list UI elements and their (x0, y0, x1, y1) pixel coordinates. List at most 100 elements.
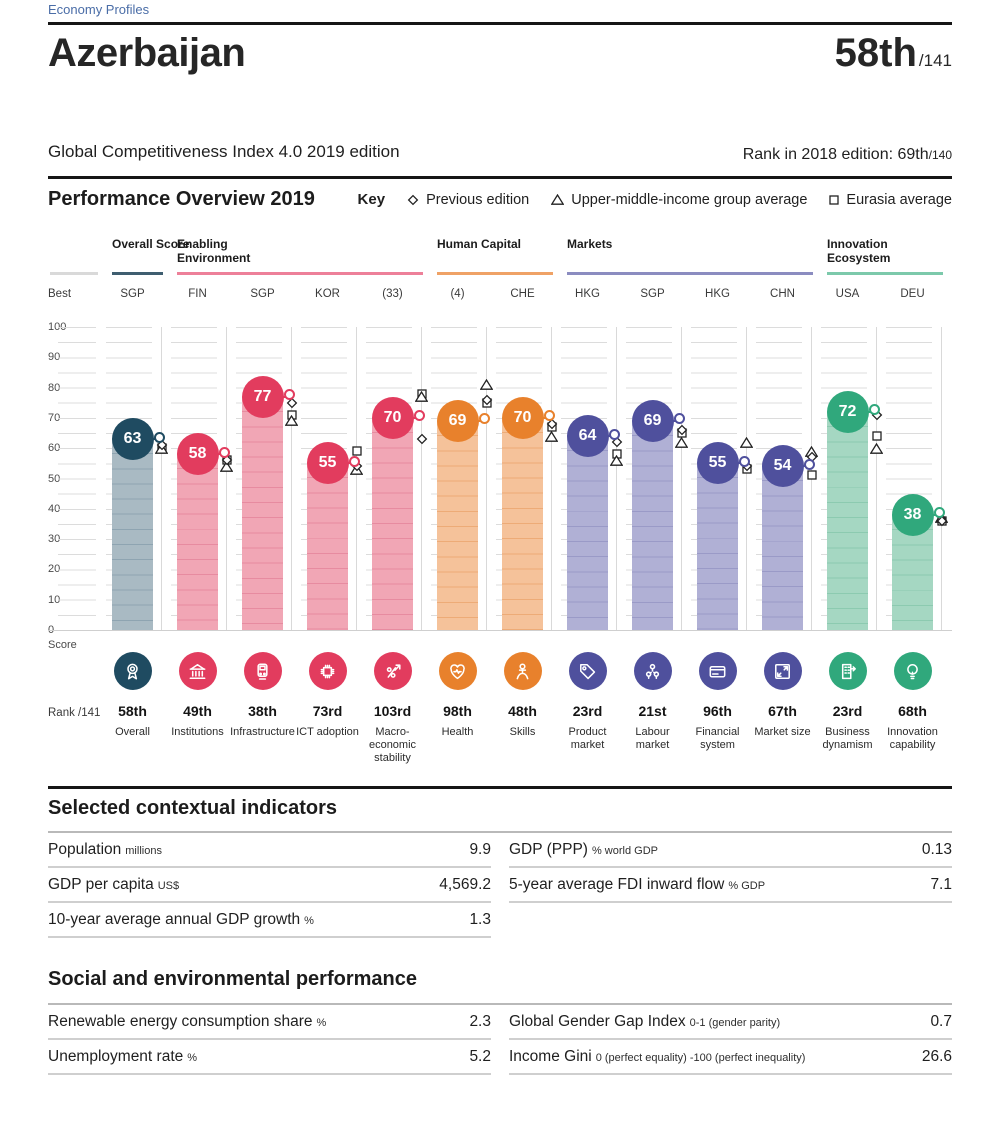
score-bar-5[interactable] (437, 420, 478, 630)
score-bubble-11[interactable]: 72 (826, 390, 869, 433)
indicator-label: GDP (PPP)% world GDP (509, 841, 658, 858)
pillar-icon-circle (503, 652, 542, 690)
group-label-4: Innovation Ecosystem (827, 237, 891, 265)
score-bubble-6[interactable]: 70 (501, 396, 544, 439)
income-group-average-marker (869, 442, 884, 454)
score-point-marker (414, 410, 425, 422)
score-point-marker (154, 431, 165, 443)
pillar-rank-11: 23rd (832, 703, 863, 719)
marker-axis-line (746, 327, 747, 630)
score-bar-7[interactable] (567, 436, 608, 630)
section-title-contextual-indicators: Selected contextual indicators (48, 797, 337, 819)
score-point-marker (219, 446, 230, 458)
pillar-name-1: Institutions (171, 726, 224, 738)
pillar-name-0: Overall (115, 726, 150, 738)
best-row-label: Best (48, 288, 72, 300)
bank-icon (186, 660, 209, 683)
square-icon (829, 194, 840, 205)
table-row: GDP per capita US$ 4,569.2 (48, 868, 491, 903)
previous-edition-marker (286, 397, 298, 409)
previous-edition-marker (221, 454, 233, 466)
pillar-name-6: Skills (509, 726, 536, 738)
indicator-label: 5-year average FDI inward flow% GDP (509, 876, 766, 893)
pillar-name-5: Health (441, 726, 474, 738)
y-axis-title: Score (48, 639, 77, 651)
y-axis-tick-10: 10 (48, 593, 61, 606)
indicator-label: Income Gini 0 (perfect equality) -100 (pe… (509, 1048, 806, 1065)
chip-icon (316, 660, 339, 683)
score-bar-2[interactable] (242, 396, 283, 630)
score-point-marker (934, 507, 945, 519)
divider (48, 786, 952, 789)
train-icon (251, 660, 274, 683)
score-bubble-3[interactable]: 55 (306, 442, 349, 485)
score-bubble-0[interactable]: 63 (111, 418, 154, 461)
income-group-average-marker (219, 460, 234, 472)
group-label-3: Markets (567, 237, 613, 251)
lightbulb-icon (901, 660, 924, 683)
table-row: GDP (PPP)% world GDP 0.13 (509, 833, 952, 868)
pillar-rank-6: 48th (508, 703, 537, 719)
score-bar-8[interactable] (632, 420, 673, 630)
score-bubble-1[interactable]: 58 (176, 433, 219, 476)
indicator-value: 5.2 (469, 1048, 491, 1065)
y-axis-tick-50: 50 (48, 472, 61, 485)
x-axis-baseline (48, 630, 952, 631)
indicator-value: 0.7 (930, 1013, 952, 1030)
score-bar-1[interactable] (177, 454, 218, 630)
score-bar-9[interactable] (697, 463, 738, 630)
marker-axis-line (616, 327, 617, 630)
pillar-rank-7: 23rd (572, 703, 603, 719)
income-group-average-marker (414, 390, 429, 403)
price-tag-icon (576, 660, 599, 683)
group-underline-0 (112, 272, 163, 275)
pillar-rank-1: 49th (183, 703, 212, 719)
y-axis-tick-20: 20 (48, 563, 61, 576)
score-bubble-8[interactable]: 69 (631, 399, 674, 442)
score-bubble-4[interactable]: 70 (371, 396, 414, 439)
y-axis-tick-90: 90 (48, 351, 61, 364)
indicator-unit: 0-1 (gender parity) (689, 1017, 781, 1029)
pillar-icon-circle (698, 652, 737, 690)
score-bar-3[interactable] (307, 463, 348, 630)
pillar-rank-8: 21st (638, 703, 667, 719)
people-network-icon (641, 660, 664, 683)
score-bubble-9[interactable]: 55 (696, 442, 739, 485)
score-bar-11[interactable] (827, 411, 868, 630)
indicator-unit: millions (125, 845, 162, 857)
score-bubble-10[interactable]: 54 (761, 445, 804, 488)
score-bar-0[interactable] (112, 439, 153, 630)
key-item-label: Upper-middle-income group average (571, 191, 808, 208)
income-group-average-marker (544, 430, 559, 442)
pillar-icon-circle (373, 652, 412, 690)
score-bubble-2[interactable]: 77 (241, 375, 284, 418)
key-item-0: Previous edition (407, 192, 529, 208)
marker-axis-line (226, 327, 227, 630)
section-title-performance-overview: Performance Overview 2019 (48, 188, 315, 210)
social-right-column: Global Gender Gap Index 0-1 (gender parit… (509, 1005, 952, 1075)
table-row: Income Gini 0 (perfect equality) -100 (pe… (509, 1040, 952, 1075)
key-item-label: Previous edition (426, 191, 530, 208)
pillar-rank-4: 103rd (373, 703, 412, 719)
score-bubble-12[interactable]: 38 (891, 493, 934, 536)
best-economy-9: HKG (705, 288, 730, 300)
page-title: Azerbaijan (48, 31, 246, 75)
breadcrumb[interactable]: Economy Profiles (48, 2, 150, 17)
score-bubble-7[interactable]: 64 (566, 415, 609, 458)
score-bubble-5[interactable]: 69 (436, 399, 479, 442)
score-bar-10[interactable] (762, 466, 803, 630)
score-point-marker (349, 455, 360, 467)
score-bar-4[interactable] (372, 417, 413, 630)
indicator-unit: 0 (perfect equality) -100 (perfect inequ… (595, 1052, 806, 1064)
pillar-name-4: Macro-economic stability (368, 726, 417, 764)
income-group-average-marker (739, 436, 754, 448)
y-axis-tick-30: 30 (48, 533, 61, 546)
social-environmental-table: Renewable energy consumption share% 2.3 Un… (48, 1005, 952, 1075)
table-row: 5-year average FDI inward flow% GDP 7.1 (509, 868, 952, 903)
score-bar-6[interactable] (502, 417, 543, 630)
pillar-icon-circle (633, 652, 672, 690)
indicator-value: 0.13 (921, 841, 952, 858)
marker-axis-line (421, 327, 422, 630)
best-economy-10: CHN (770, 288, 795, 300)
